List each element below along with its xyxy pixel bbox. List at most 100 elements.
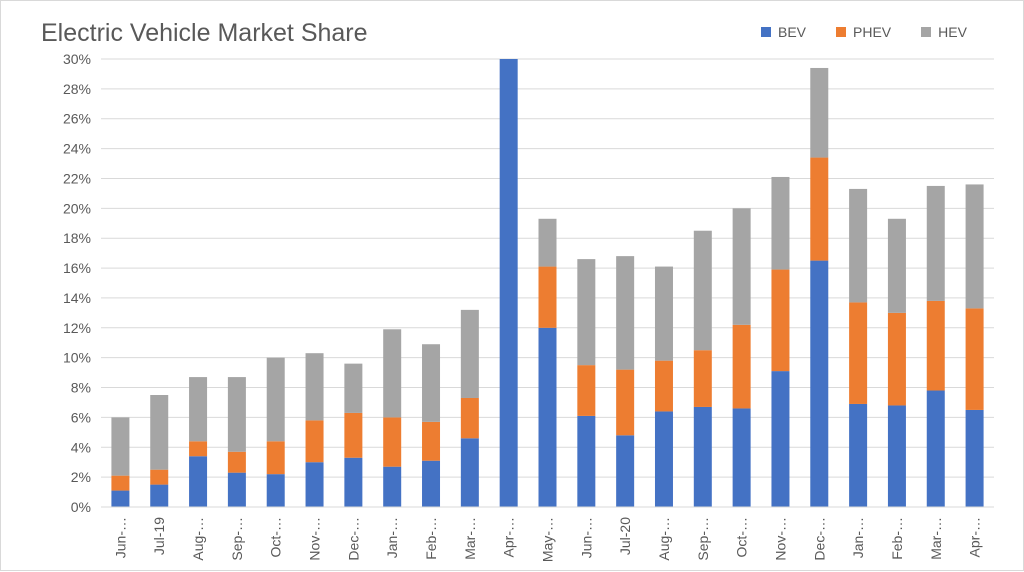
x-tick-label: May-… xyxy=(540,517,556,562)
bar-hev xyxy=(616,256,635,370)
bar-hev xyxy=(654,266,673,361)
x-tick-label: Apr-… xyxy=(501,517,517,557)
bar-phev xyxy=(926,300,945,391)
y-tick-label: 22% xyxy=(63,170,91,186)
bar-bev xyxy=(693,406,712,507)
bar-phev xyxy=(189,441,208,457)
x-tick-label: Jul-20 xyxy=(617,517,633,555)
y-tick-label: 6% xyxy=(71,409,91,425)
legend-item-phev: PHEV xyxy=(836,24,891,40)
bar-bev xyxy=(732,408,751,507)
bar-hev xyxy=(266,357,285,442)
bar-bev xyxy=(150,484,169,507)
y-tick-label: 20% xyxy=(63,200,91,216)
legend-label-hev: HEV xyxy=(938,24,967,40)
bar-hev xyxy=(460,309,479,398)
bar-phev xyxy=(383,417,402,467)
y-tick-label: 26% xyxy=(63,111,91,127)
bar-phev xyxy=(111,475,130,491)
bar-phev xyxy=(732,324,751,409)
x-tick-label: Sep-… xyxy=(229,517,245,561)
bar-bev xyxy=(422,460,441,507)
bar-hev xyxy=(771,176,790,270)
y-tick-label: 18% xyxy=(63,230,91,246)
y-tick-label: 8% xyxy=(71,380,91,396)
bar-hev xyxy=(344,363,363,413)
bar-phev xyxy=(654,360,673,412)
y-tick-label: 10% xyxy=(63,350,91,366)
bar-phev xyxy=(849,302,868,404)
x-tick-label: Jun-… xyxy=(578,517,594,558)
bar-hev xyxy=(227,377,246,452)
bar-bev xyxy=(227,472,246,507)
bar-phev xyxy=(538,266,557,328)
bar-hev xyxy=(810,67,829,158)
bar-phev xyxy=(577,365,596,416)
bar-bev xyxy=(654,411,673,507)
x-tick-label: Dec-… xyxy=(345,517,361,561)
y-tick-label: 16% xyxy=(63,260,91,276)
x-tick-label: Nov-… xyxy=(772,517,788,561)
bar-bev xyxy=(965,409,984,507)
bar-bev xyxy=(460,438,479,507)
legend-label-phev: PHEV xyxy=(853,24,892,40)
bar-bev xyxy=(305,462,324,507)
legend-swatch-bev xyxy=(761,27,771,37)
bar-bev xyxy=(111,490,130,507)
bar-bev xyxy=(887,405,906,507)
legend-swatch-phev xyxy=(836,27,847,37)
bar-phev xyxy=(227,451,246,473)
bar-bev xyxy=(577,415,596,507)
bar-hev xyxy=(887,218,906,313)
x-tick-label: Jan-… xyxy=(850,517,866,558)
bar-phev xyxy=(460,397,479,439)
bar-hev xyxy=(577,259,596,366)
bar-bev xyxy=(344,457,363,507)
y-tick-label: 28% xyxy=(63,81,91,97)
x-tick-label: Oct-… xyxy=(268,517,284,557)
bar-hev xyxy=(305,353,324,421)
x-tick-label: Mar-… xyxy=(462,517,478,560)
legend-swatch-hev xyxy=(921,27,932,37)
bar-hev xyxy=(732,208,751,325)
bar-phev xyxy=(810,157,829,261)
y-tick-label: 2% xyxy=(71,469,91,485)
legend-item-hev: HEV xyxy=(921,24,967,40)
bar-phev xyxy=(887,312,906,406)
bar-hev xyxy=(383,329,402,418)
bar-phev xyxy=(150,469,169,485)
bar-bev xyxy=(849,403,868,507)
bar-hev xyxy=(926,185,945,301)
legend-label-bev: BEV xyxy=(778,24,807,40)
bar-bev xyxy=(810,260,829,507)
bar-bev xyxy=(499,59,518,507)
bar-bev xyxy=(771,371,790,507)
x-tick-label: Dec-… xyxy=(811,517,827,561)
bar-hev xyxy=(693,230,712,351)
y-tick-label: 4% xyxy=(71,439,91,455)
bar-hev xyxy=(965,184,984,309)
bar-hev xyxy=(189,377,208,442)
y-tick-label: 24% xyxy=(63,141,91,157)
bar-bev xyxy=(383,466,402,507)
bar-hev xyxy=(111,417,130,476)
bar-phev xyxy=(693,350,712,407)
y-tick-label: 0% xyxy=(71,499,91,515)
x-tick-label: Nov-… xyxy=(307,517,323,561)
bar-bev xyxy=(926,390,945,507)
x-tick-label: Oct-… xyxy=(734,517,750,557)
x-tick-label: Mar-… xyxy=(928,517,944,560)
x-tick-label: Jul-19 xyxy=(151,517,167,555)
legend-item-bev: BEV xyxy=(761,24,806,40)
bar-bev xyxy=(616,435,635,507)
y-tick-label: 12% xyxy=(63,320,91,336)
bar-phev xyxy=(771,269,790,372)
bar-bev xyxy=(189,456,208,507)
y-tick-label: 14% xyxy=(63,290,91,306)
bar-phev xyxy=(616,369,635,436)
x-tick-label: Aug-… xyxy=(656,517,672,561)
bar-hev xyxy=(849,188,868,303)
bar-bev xyxy=(538,327,557,507)
bar-hev xyxy=(538,218,557,267)
